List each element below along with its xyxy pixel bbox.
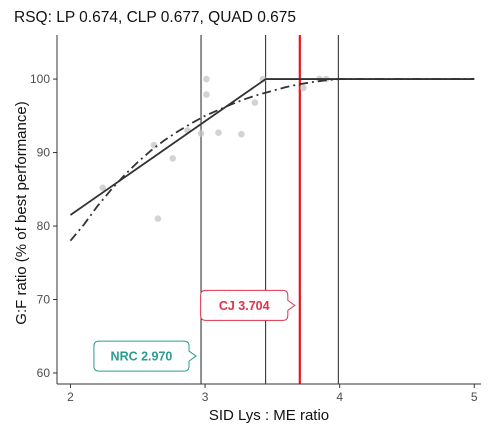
annotation-callout-1: NRC 2.970 [93, 340, 197, 372]
x-axis-label: SID Lys : ME ratio [209, 407, 329, 424]
y-tick-label-0: 60 [37, 366, 51, 380]
data-point-9 [238, 130, 245, 138]
annotation-label-1: NRC 2.970 [111, 350, 173, 364]
x-tick-label-0: 2 [67, 390, 74, 404]
y-tick-label-2: 80 [37, 219, 51, 233]
y-tick-label-1: 70 [37, 293, 51, 307]
y-tick-label-4: 100 [30, 72, 50, 86]
annotation-callout-0: CJ 3.704 [200, 289, 296, 321]
data-point-5 [197, 130, 205, 137]
data-point-7 [203, 91, 210, 98]
annotation-label-0: CJ 3.704 [219, 299, 270, 313]
data-point-2 [154, 215, 162, 222]
x-tick-label-3: 5 [471, 390, 478, 404]
linear-plateau-line [69, 78, 475, 216]
data-point-10 [251, 99, 259, 106]
annotation-box-1 [93, 340, 197, 372]
x-tick-label-1: 3 [202, 390, 209, 404]
data-point-12 [300, 84, 307, 92]
x-tick-label-2: 4 [336, 390, 343, 404]
data-point-0 [99, 184, 107, 192]
y-tick-label-3: 90 [37, 146, 51, 160]
data-point-6 [203, 75, 210, 83]
data-point-3 [169, 155, 177, 162]
data-point-8 [215, 129, 222, 137]
chart-title: RSQ: LP 0.674, CLP 0.677, QUAD 0.675 [14, 9, 296, 26]
quadratic-fit-line [69, 78, 475, 242]
y-axis-label: G:F ratio (% of best performance) [13, 101, 30, 324]
annotation-box-0 [200, 289, 296, 321]
